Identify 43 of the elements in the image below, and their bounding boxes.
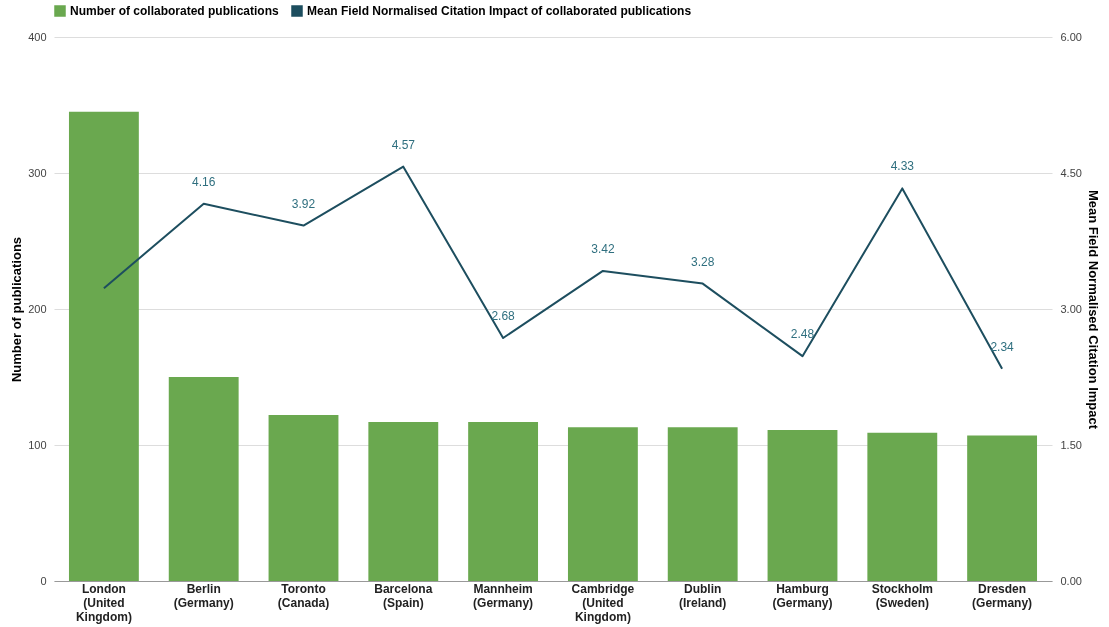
bar bbox=[667, 427, 738, 581]
x-tick-label: Toronto (Canada) bbox=[277, 581, 330, 610]
x-tick-label: Mannheim (Germany) bbox=[473, 581, 534, 610]
y-tick-label: 200 bbox=[28, 302, 47, 315]
y-tick-label: 400 bbox=[28, 30, 47, 43]
y2-axis-title: Mean Field Normalised Citation Impact bbox=[1085, 189, 1101, 430]
data-label: 2.48 bbox=[790, 327, 815, 342]
bar bbox=[567, 427, 638, 581]
bar bbox=[767, 430, 838, 581]
bar bbox=[268, 415, 339, 581]
y2-tick-label: 1.50 bbox=[1060, 438, 1082, 451]
x-tick-label: Berlin (Germany) bbox=[173, 581, 234, 610]
bar bbox=[368, 421, 439, 581]
legend-label: Number of collaborated publications bbox=[70, 4, 280, 18]
y-tick-label: 100 bbox=[28, 438, 47, 451]
x-tick-label: Dresden (Germany) bbox=[972, 581, 1033, 610]
bar bbox=[468, 421, 539, 581]
y2-tick-label: 6.00 bbox=[1060, 30, 1082, 43]
y-tick-label: 0 bbox=[40, 574, 47, 587]
x-tick-label: Cambridge (United Kingdom) bbox=[571, 581, 635, 624]
y2-tick-label: 3.00 bbox=[1060, 302, 1082, 315]
y2-tick-label: 4.50 bbox=[1060, 166, 1082, 179]
data-label: 2.68 bbox=[491, 309, 516, 324]
bar bbox=[867, 432, 938, 581]
data-label: 3.28 bbox=[691, 254, 715, 269]
y-tick-label: 300 bbox=[28, 166, 47, 179]
y-axis-title: Number of publications bbox=[9, 236, 25, 383]
data-label: 3.42 bbox=[591, 241, 615, 256]
bar bbox=[168, 377, 239, 581]
data-label: 4.33 bbox=[890, 159, 915, 174]
bar bbox=[967, 435, 1038, 581]
y2-tick-label: 0.00 bbox=[1060, 574, 1082, 587]
x-tick-label: Stockholm (Sweden) bbox=[871, 581, 933, 610]
x-tick-label: Hamburg (Germany) bbox=[772, 581, 833, 610]
x-tick-label: London (United Kingdom) bbox=[75, 581, 132, 624]
bar bbox=[68, 111, 139, 581]
x-tick-label: Barcelona (Spain) bbox=[374, 581, 433, 610]
legend-label: Mean Field Normalised Citation Impact of collaborated publications bbox=[307, 4, 692, 18]
data-label: 3.92 bbox=[291, 196, 316, 211]
data-label: 4.16 bbox=[192, 174, 216, 189]
x-tick-label: Dublin (Ireland) bbox=[679, 581, 727, 610]
data-label: 2.34 bbox=[990, 339, 1015, 354]
data-label: 4.57 bbox=[391, 137, 416, 152]
